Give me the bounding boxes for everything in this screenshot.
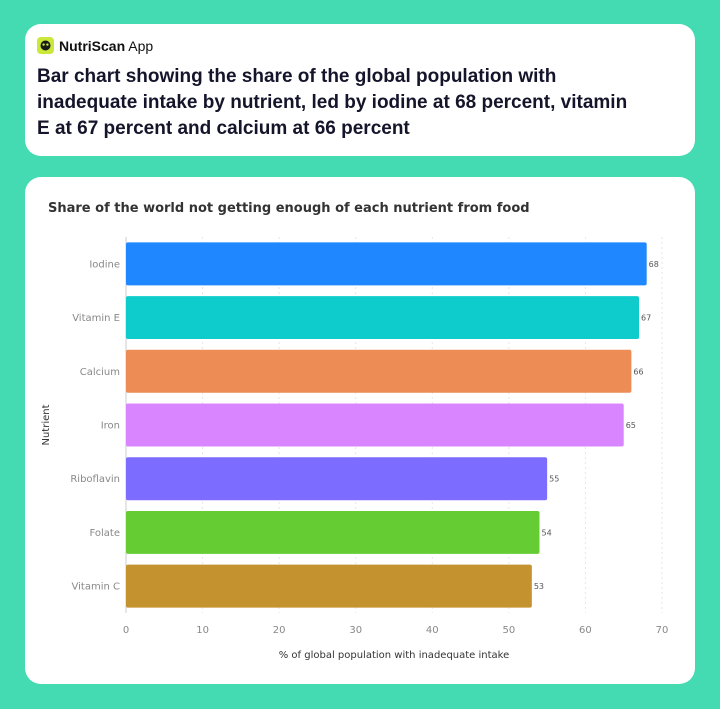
bar-calcium (126, 349, 632, 393)
x-tick-label: 10 (196, 625, 209, 636)
x-axis-title: % of global population with inadequate i… (279, 650, 510, 661)
value-label: 54 (541, 528, 551, 537)
bar-chart: Iodine 68 Vitamin E 67 Calcium 66 Iron 65 Ribofl… (41, 237, 669, 661)
category-label: Folate (90, 528, 121, 539)
bar-vitamin-c (126, 564, 532, 608)
value-label: 65 (626, 421, 636, 430)
bar-iodine (126, 242, 647, 286)
value-label: 67 (641, 314, 651, 323)
app-name: NutriScan (59, 37, 126, 54)
x-tick-label: 20 (273, 625, 286, 636)
blob-face-icon (37, 37, 54, 54)
app-name-suffix: App (128, 37, 154, 54)
x-tick-label: 60 (579, 625, 592, 636)
value-label: 66 (633, 367, 643, 376)
category-label: Calcium (80, 367, 120, 378)
app-brand[interactable]: NutriScan App (37, 37, 153, 54)
x-tick-label: 50 (502, 625, 515, 636)
category-label: Vitamin C (72, 582, 120, 593)
x-tick-label: 70 (656, 625, 669, 636)
chart-title: Share of the world not getting enough of… (48, 201, 530, 216)
category-label: Iodine (89, 259, 120, 270)
bar-riboflavin (126, 457, 548, 501)
bar-folate (126, 510, 540, 554)
x-tick-label: 40 (426, 625, 439, 636)
y-axis-title: Nutrient (41, 404, 52, 445)
chart-card: Iodine 68 Vitamin E 67 Calcium 66 Iron 65 Ribofl… (25, 177, 695, 684)
bar-iron (126, 403, 624, 447)
headline: Bar chart showing the share of the globa… (37, 66, 628, 139)
bar-vitamin-e (126, 296, 640, 340)
value-label: 68 (649, 260, 659, 269)
x-tick-label: 30 (349, 625, 362, 636)
header-card: NutriScan App Bar chart showing the shar… (25, 24, 695, 156)
category-label: Riboflavin (70, 474, 120, 485)
value-label: 55 (549, 475, 559, 484)
value-label: 53 (534, 582, 544, 591)
category-label: Iron (101, 421, 120, 432)
category-label: Vitamin E (72, 313, 120, 324)
x-tick-label: 0 (123, 625, 129, 636)
